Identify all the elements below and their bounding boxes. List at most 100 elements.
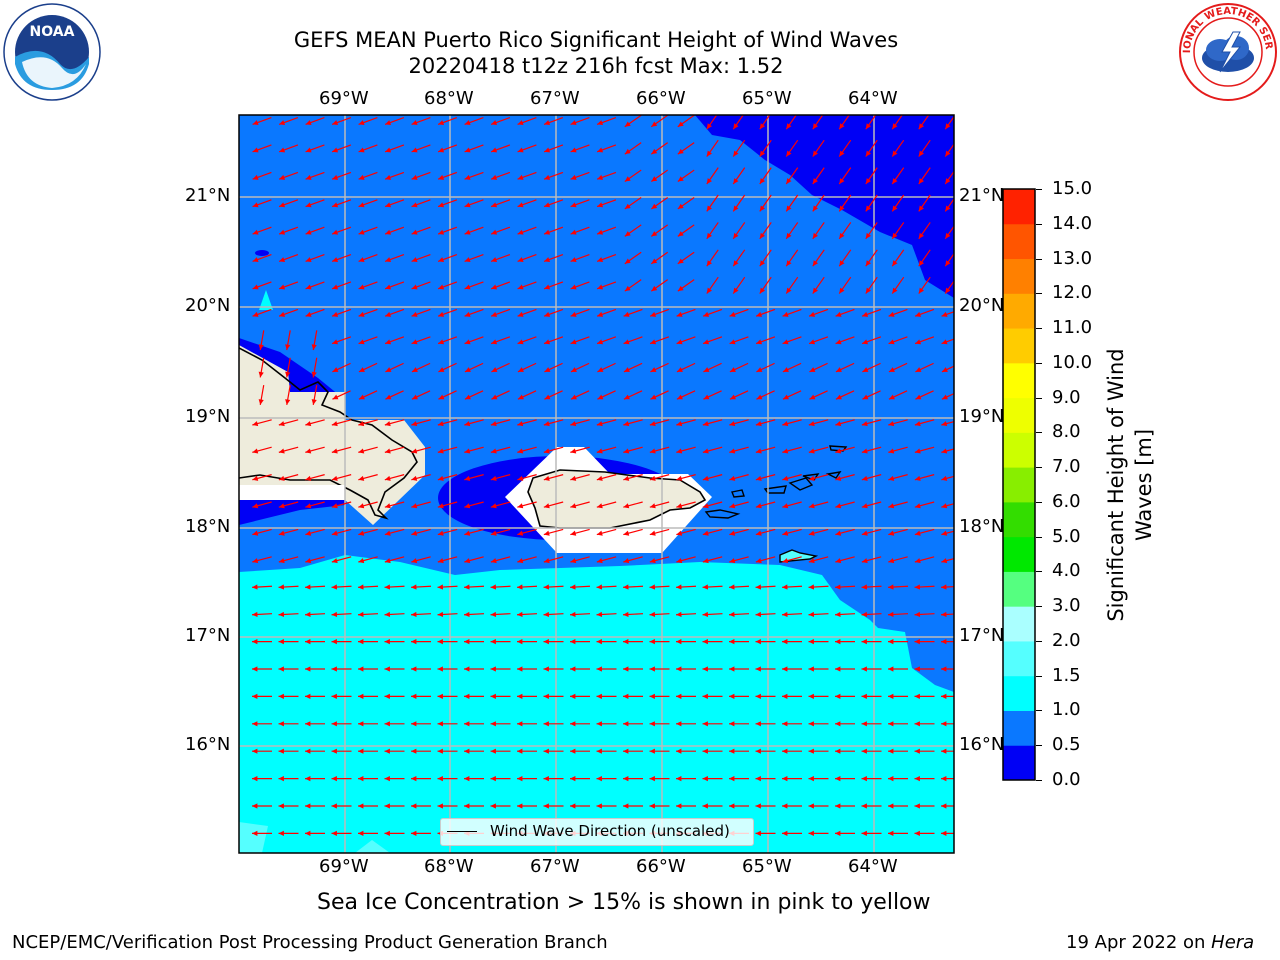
wave-direction-arrowhead <box>278 503 285 509</box>
wave-direction-arrowhead <box>252 693 258 700</box>
anegada-coastline <box>829 445 848 452</box>
wave-direction-arrowhead <box>623 803 629 809</box>
wave-direction-arrowhead <box>786 205 792 212</box>
colorbar-segment <box>1003 501 1035 538</box>
wave-direction-arrowhead <box>331 475 338 481</box>
wave-direction-arrowhead <box>677 258 684 264</box>
wave-direction-arrowhead <box>305 584 311 590</box>
wave-direction-arrowhead <box>808 666 814 672</box>
wave-direction-arrowhead <box>861 448 868 454</box>
wave-direction-arrowhead <box>570 367 577 372</box>
wave-direction-arrowhead <box>490 693 496 700</box>
wave-direction-arrowhead <box>252 638 258 645</box>
wave-direction-arrowhead <box>252 611 258 618</box>
wave-direction-arrowhead <box>733 205 739 212</box>
wave-direction-arrowhead <box>278 748 284 754</box>
wave-direction-arrowhead <box>438 174 445 180</box>
wave-direction-arrowhead <box>755 421 762 427</box>
colorbar-tick-mark <box>1036 258 1042 260</box>
lat-label-right-20n: 20°N <box>959 295 1003 316</box>
wave-direction-arrowhead <box>861 421 868 427</box>
colorbar-tick-mark <box>1036 189 1042 190</box>
wave-direction-arrowhead <box>597 284 604 290</box>
wave-direction-arrowhead <box>755 830 761 837</box>
wave-direction-arrowhead <box>945 287 951 294</box>
colorbar-segment <box>1003 467 1035 503</box>
wave-direction-arrowhead <box>252 421 259 427</box>
wave-direction-arrowhead <box>835 748 841 754</box>
legend-label: Wind Wave Direction (unscaled) <box>490 822 730 840</box>
wave-direction-arrowhead <box>384 748 390 754</box>
wave-direction-arrowhead <box>358 611 364 618</box>
wave-direction-arrowhead <box>358 830 364 837</box>
wave-direction-arrowhead <box>411 421 418 427</box>
wave-direction-arrowhead <box>914 475 921 481</box>
wave-direction-arrowhead <box>809 311 816 317</box>
wave-direction-arrowhead <box>596 748 602 754</box>
wave-direction-arrowhead <box>358 421 365 427</box>
wave-direction-arrowhead <box>915 367 922 372</box>
wave-direction-arrowhead <box>517 748 523 754</box>
wave-direction-arrowhead <box>702 584 709 590</box>
wave-direction-arrowhead <box>782 803 788 809</box>
wave-direction-arrowhead <box>411 284 418 290</box>
lon-label-bottom-69w: 69°W <box>319 856 369 877</box>
wave-direction-arrowhead <box>914 448 921 454</box>
wave-direction-arrowhead <box>812 150 819 157</box>
colorbar-tick-label: 0.5 <box>1052 734 1081 756</box>
wave-direction-arrowhead <box>839 150 845 157</box>
wave-direction-arrowhead <box>331 421 338 427</box>
wave-direction-arrowhead <box>437 475 444 481</box>
wave-direction-arrowhead <box>411 475 418 481</box>
wave-direction-arrowhead <box>808 693 814 700</box>
colorbar-segment <box>1003 397 1035 433</box>
wave-direction-arrowhead <box>358 584 364 590</box>
wave-direction-arrowhead <box>759 287 766 294</box>
nws-logo: NATIONAL WEATHER SERVICE <box>1178 2 1277 101</box>
wave-direction-arrowhead <box>676 721 682 727</box>
lon-label-bottom-65w: 65°W <box>742 856 792 877</box>
colorbar-tick-label: 14.0 <box>1052 212 1093 234</box>
wave-direction-arrowhead <box>649 666 655 672</box>
wave-direction-arrowhead <box>517 311 524 317</box>
wave-direction-arrowhead <box>755 475 762 481</box>
lon-label-bottom-66w: 66°W <box>636 856 686 877</box>
wave-direction-arrowhead <box>491 229 498 235</box>
wave-direction-arrowhead <box>252 284 259 290</box>
wave-direction-arrowhead <box>839 260 845 267</box>
wave-direction-arrowhead <box>258 344 264 351</box>
wave-direction-arrowhead <box>332 367 339 372</box>
wave-direction-arrowhead <box>702 448 709 454</box>
wave-direction-arrowhead <box>702 803 708 809</box>
wave-direction-arrowhead <box>464 257 471 263</box>
wave-direction-arrowhead <box>945 178 951 184</box>
wave-direction-arrowhead <box>915 394 922 400</box>
wave-direction-arrowhead <box>517 638 523 645</box>
wave-direction-arrowhead <box>782 830 788 837</box>
wave-direction-arrowhead <box>755 503 762 509</box>
colorbar-segment <box>1003 328 1035 364</box>
wave-direction-arrowhead <box>438 311 445 317</box>
wave-direction-arrowhead <box>888 311 895 317</box>
wave-direction-arrowhead <box>888 693 894 700</box>
wave-direction-arrowhead <box>570 693 576 700</box>
wave-direction-arrowhead <box>491 367 498 372</box>
wave-direction-arrowhead <box>892 232 898 239</box>
wave-direction-arrowhead <box>305 120 312 126</box>
wave-direction-arrowhead <box>812 260 819 267</box>
wave-direction-arrowhead <box>517 367 524 372</box>
colorbar-tick-mark <box>1036 780 1042 781</box>
wave-direction-arrowhead <box>649 584 656 590</box>
colorbar-tick-label: 12.0 <box>1052 282 1093 304</box>
wave-direction-arrowhead <box>279 147 286 153</box>
wave-direction-arrowhead <box>649 748 655 754</box>
wave-direction-arrowhead <box>861 584 868 590</box>
wave-direction-arrowhead <box>597 120 604 126</box>
colorbar-segment <box>1003 675 1035 711</box>
vieques-coastline <box>704 509 741 519</box>
wave-direction-arrowhead <box>649 693 655 700</box>
colorbar-tick-mark <box>1036 467 1042 469</box>
wave-direction-arrowhead <box>677 121 684 127</box>
wave-direction-arrowhead <box>252 448 259 454</box>
wave-direction-arrowhead <box>597 147 604 153</box>
